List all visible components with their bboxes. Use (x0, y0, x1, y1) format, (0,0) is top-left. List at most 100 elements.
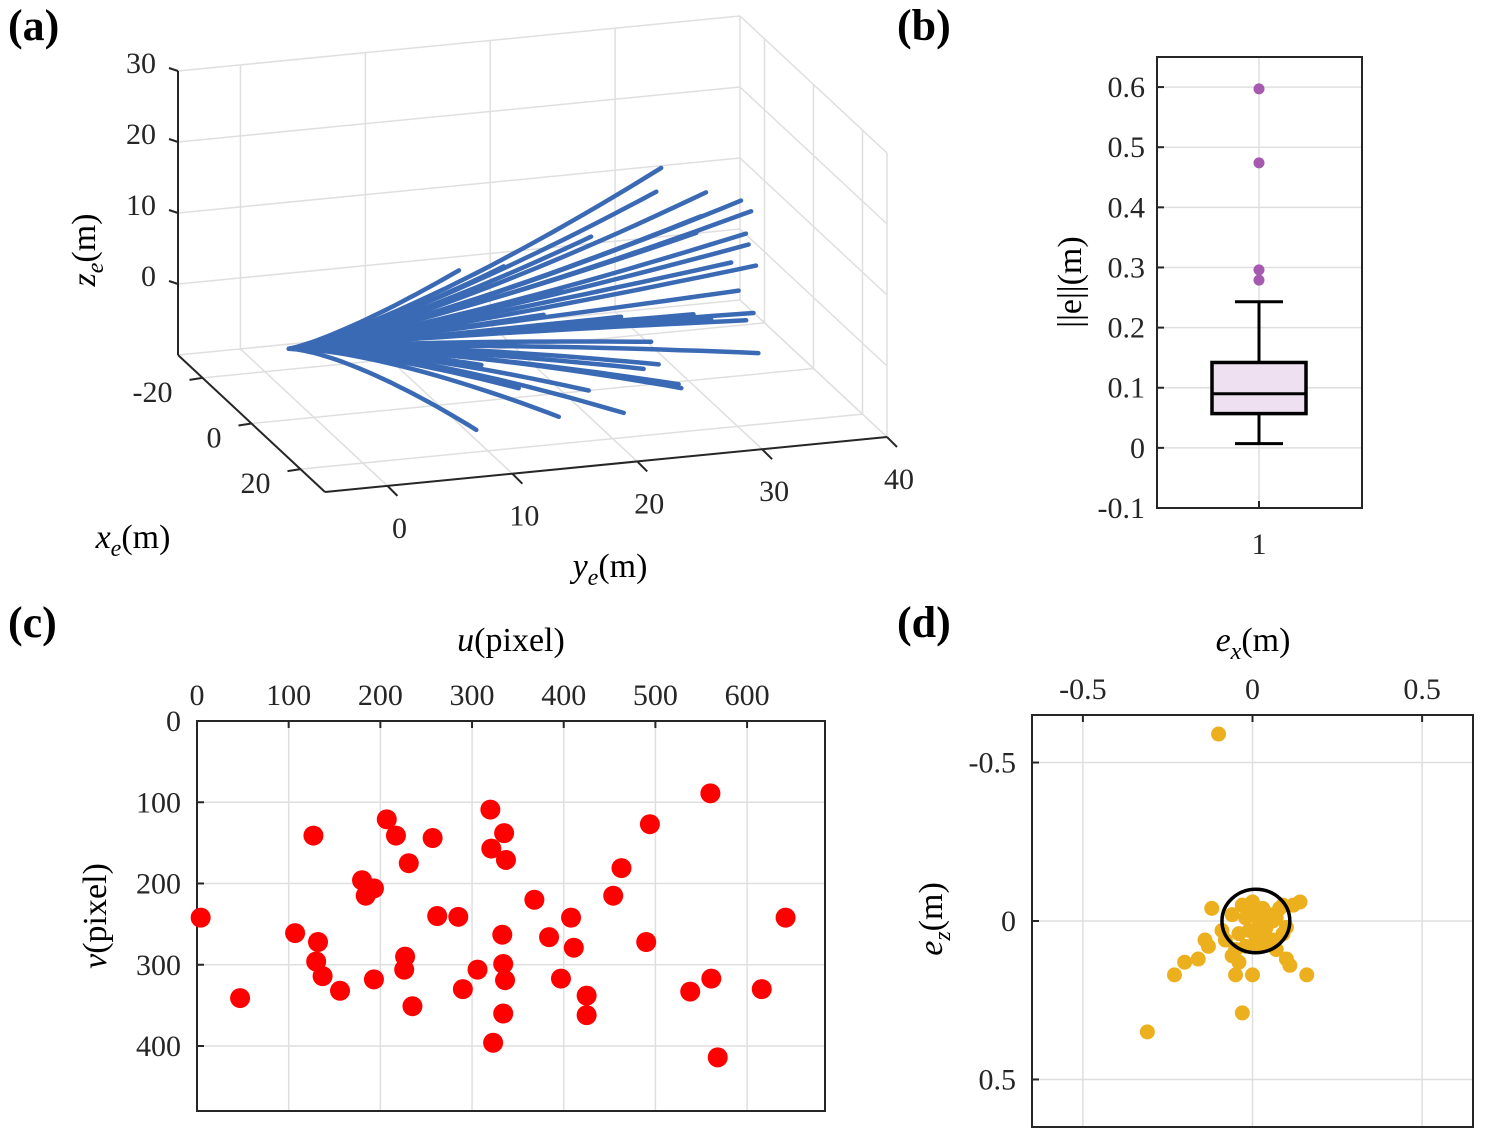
data-point (1166, 967, 1182, 983)
z-tick (168, 67, 179, 72)
axis-label-variable: v (77, 953, 114, 969)
trajectory-line (286, 346, 479, 433)
data-point (1177, 954, 1193, 970)
data-point (1224, 907, 1240, 923)
box-iqr (1210, 360, 1308, 416)
y-tick-label: 400 (136, 1030, 181, 1063)
data-point (376, 809, 397, 830)
z-tick (168, 280, 179, 285)
x-tick (238, 422, 252, 427)
trajectory-line (286, 346, 626, 416)
data-point (452, 979, 473, 1000)
axis-label-subscript: e (111, 536, 122, 562)
panel-label-d: (d) (897, 598, 951, 647)
data-point (480, 799, 501, 820)
trajectory-line (286, 234, 594, 352)
x-tick-label: 400 (541, 679, 586, 712)
data-point (494, 823, 515, 844)
data-point (1255, 935, 1271, 951)
data-point (1224, 948, 1240, 964)
axis-label-variable: u (457, 622, 474, 659)
data-point (1238, 910, 1254, 926)
x-tick (189, 376, 203, 381)
z-axis-label: ze(m) (66, 214, 109, 288)
x-tick-label: 300 (450, 679, 495, 712)
x-tick-label: -0.5 (1059, 673, 1107, 706)
z-tick-label: 10 (126, 189, 156, 222)
y-tick (511, 472, 524, 485)
y-tick-label: 0.4 (1108, 191, 1146, 224)
x-tick (287, 468, 301, 473)
data-point (1231, 926, 1247, 942)
data-point (751, 979, 772, 1000)
y-tick-label: 300 (136, 949, 181, 982)
data-point (639, 814, 660, 835)
y-tick (761, 448, 773, 460)
data-point (230, 988, 251, 1009)
y-axis-label: ||e||(m) (1052, 236, 1089, 327)
data-point (398, 853, 419, 874)
axis-label-subscript: x (1230, 639, 1242, 665)
x-tick-label: 0 (190, 679, 205, 712)
data-point (467, 959, 488, 980)
y-tick-label: -0.1 (1098, 492, 1146, 525)
data-point (448, 906, 469, 927)
y-tick-label: 0.3 (1108, 251, 1146, 284)
data-point (1282, 957, 1298, 973)
x-tick-label: 500 (633, 679, 678, 712)
x-tick-label: 100 (266, 679, 311, 712)
data-point (707, 1047, 728, 1068)
data-point (422, 828, 443, 848)
data-point (1292, 894, 1308, 910)
panel-label-a: (a) (8, 1, 59, 50)
z-tick-label: 20 (126, 118, 156, 151)
y-tick-label: 200 (136, 868, 181, 901)
axis-label-subscript: z (930, 931, 956, 942)
grid-line (177, 86, 741, 143)
data-point (1190, 951, 1206, 967)
data-point (611, 858, 632, 879)
z-tick (168, 209, 179, 214)
z-tick (168, 138, 179, 143)
outlier-point (1253, 274, 1265, 286)
error-circle (1220, 887, 1292, 955)
data-point (1211, 726, 1227, 742)
data-point (1204, 900, 1220, 916)
panel-label-c: (c) (8, 598, 57, 647)
outlier-point (1253, 83, 1265, 95)
data-point (495, 849, 516, 870)
data-point (1245, 967, 1260, 983)
x-tick-label: 1 (1252, 528, 1267, 561)
trajectory-line (286, 310, 442, 352)
grid-line (300, 413, 863, 470)
y-tick-label: -0.5 (969, 747, 1017, 780)
data-point (636, 932, 657, 952)
data-point (1268, 910, 1284, 926)
y-tick (636, 460, 648, 473)
x-tick-label: 600 (725, 679, 770, 712)
grid-line (177, 228, 741, 285)
axis-label-variable: e (913, 941, 950, 956)
data-point (1234, 1005, 1250, 1021)
trajectory-series (286, 165, 761, 433)
data-point (701, 968, 722, 989)
data-point (493, 953, 514, 974)
axis-label-variable: z (66, 273, 103, 287)
grid-line (177, 157, 741, 214)
outlier-point (1253, 157, 1265, 169)
y-tick-label: 0.1 (1108, 372, 1146, 405)
panel-c-pixel-scatter: 0 100 200 300 400 500 6000100200300400u(pixel)… (77, 622, 826, 1112)
data-point (492, 924, 513, 945)
panel-a-axes (168, 67, 898, 497)
data-point (427, 906, 448, 926)
axis-label-unit: (m) (66, 214, 103, 263)
y-tick-label: 0.5 (979, 1063, 1017, 1096)
panel-b-boxplot: -0.1 0 0.1 0.2 0.3 0.4 0.5 0.6 1 ||e||(m) (1052, 56, 1363, 561)
data-point (1299, 967, 1315, 983)
data-point (483, 1032, 504, 1053)
data-point (1228, 967, 1244, 983)
data-point (1251, 919, 1267, 935)
panel-label-b: (b) (897, 1, 951, 50)
grid-line (177, 15, 741, 72)
